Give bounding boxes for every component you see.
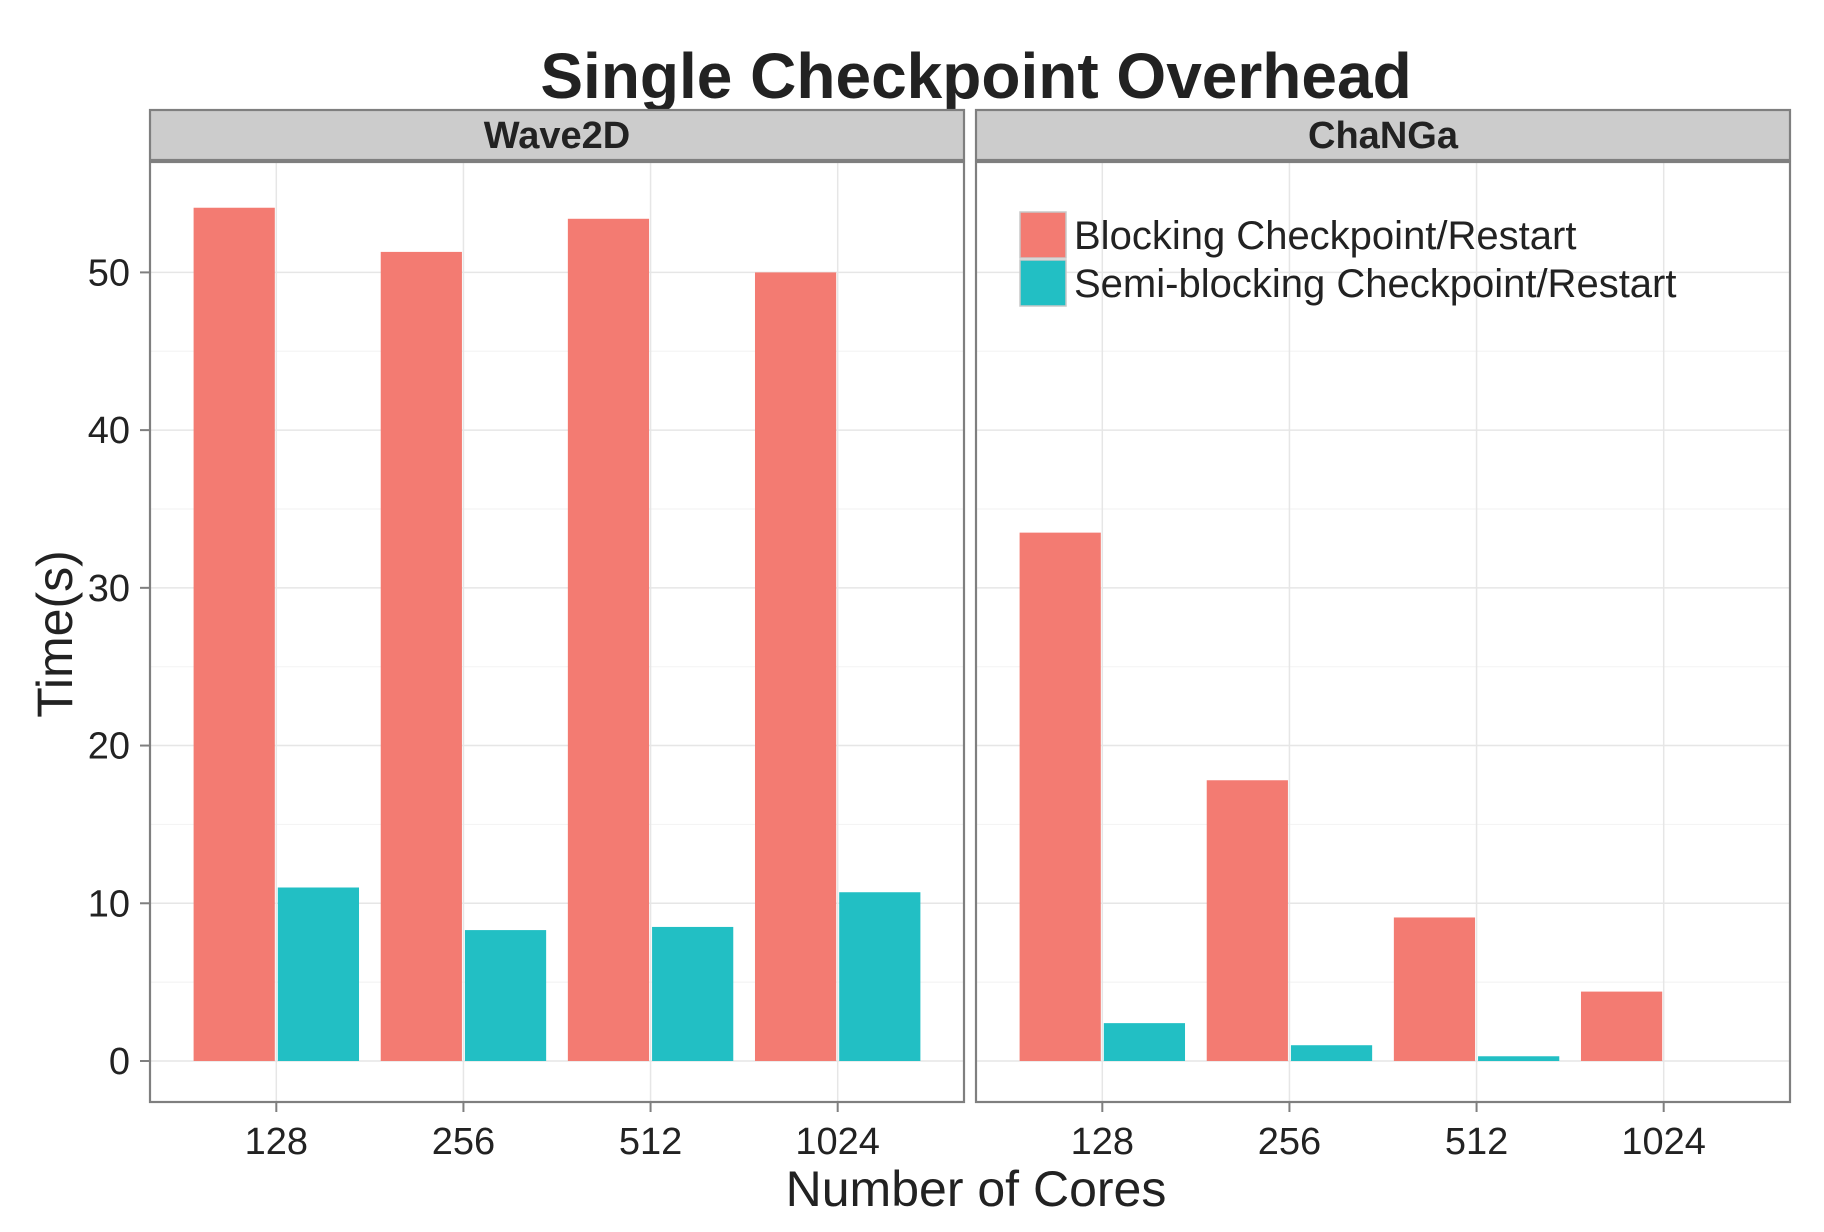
bar-changa-blocking-256 bbox=[1206, 780, 1288, 1061]
x-tick-label: 512 bbox=[1445, 1121, 1508, 1163]
legend-label: Semi-blocking Checkpoint/Restart bbox=[1074, 262, 1676, 306]
bar-wave2d-semi-blocking-1024 bbox=[839, 892, 921, 1061]
legend-item: Blocking Checkpoint/Restart bbox=[1019, 211, 1576, 259]
y-tick-label: 50 bbox=[88, 252, 130, 294]
bar-wave2d-semi-blocking-128 bbox=[277, 887, 360, 1061]
x-tick-label: 1024 bbox=[795, 1121, 880, 1163]
bar-changa-semi-blocking-128 bbox=[1103, 1023, 1186, 1061]
x-tick-label: 128 bbox=[1071, 1121, 1134, 1163]
x-tick-label: 512 bbox=[619, 1121, 682, 1163]
bar-wave2d-blocking-1024 bbox=[754, 272, 837, 1061]
y-tick-label: 10 bbox=[88, 883, 130, 925]
bar-wave2d-blocking-128 bbox=[193, 207, 275, 1061]
strip-background bbox=[974, 108, 1792, 162]
y-tick-label: 20 bbox=[88, 726, 130, 768]
strip-label: ChaNGa bbox=[1308, 115, 1459, 157]
panel-border bbox=[148, 160, 966, 1104]
y-tick-label: 40 bbox=[88, 410, 130, 452]
panels: Wave2D 128 256 512 1024 0 10 20 30 40 50 ChaNGa 128 2… bbox=[88, 108, 1792, 1163]
strip-label: Wave2D bbox=[484, 115, 630, 157]
x-tick-label: 256 bbox=[1258, 1121, 1321, 1163]
bar-changa-blocking-512 bbox=[1393, 917, 1476, 1061]
bar-wave2d-semi-blocking-256 bbox=[464, 930, 547, 1061]
legend: Blocking Checkpoint/RestartSemi-blocking… bbox=[1019, 211, 1676, 307]
chart-title: Single Checkpoint Overhead bbox=[540, 40, 1411, 112]
legend-key bbox=[1019, 259, 1067, 307]
bar-changa-blocking-1024 bbox=[1580, 991, 1663, 1061]
bar-changa-semi-blocking-256 bbox=[1290, 1045, 1373, 1061]
legend-label: Blocking Checkpoint/Restart bbox=[1074, 214, 1576, 258]
panel-border bbox=[974, 160, 1792, 1104]
legend-key bbox=[1019, 211, 1067, 259]
plot-background bbox=[976, 162, 1790, 1102]
bar-wave2d-blocking-256 bbox=[380, 251, 462, 1061]
x-tick-label: 128 bbox=[245, 1121, 308, 1163]
strip-background bbox=[148, 108, 966, 162]
x-tick-label: 1024 bbox=[1621, 1121, 1706, 1163]
x-axis-title: Number of Cores bbox=[786, 1161, 1167, 1217]
bar-wave2d-semi-blocking-512 bbox=[652, 926, 734, 1061]
bar-wave2d-blocking-512 bbox=[567, 218, 650, 1061]
bar-changa-semi-blocking-512 bbox=[1478, 1056, 1560, 1061]
panel-wave2d: Wave2D 128 256 512 1024 0 10 20 30 40 50 bbox=[88, 108, 966, 1163]
legend-item: Semi-blocking Checkpoint/Restart bbox=[1019, 259, 1676, 307]
panel-changa: ChaNGa 128 256 512 1024 bbox=[974, 108, 1792, 1163]
y-axis-title: Time(s) bbox=[27, 550, 83, 718]
bar-changa-blocking-128 bbox=[1019, 532, 1101, 1061]
y-tick-label: 0 bbox=[109, 1041, 130, 1083]
y-tick-label: 30 bbox=[88, 568, 130, 610]
x-tick-label: 256 bbox=[432, 1121, 495, 1163]
